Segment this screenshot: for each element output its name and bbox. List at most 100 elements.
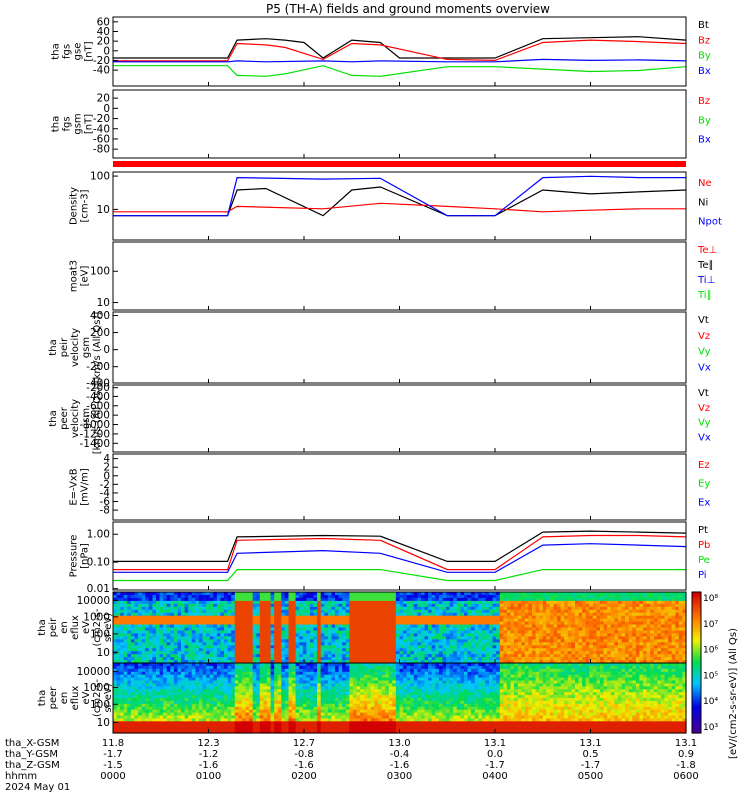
spectrogram-cell: [167, 721, 171, 725]
panel-frame: [113, 242, 686, 310]
spectrogram-cell: [199, 704, 203, 708]
spectrogram-cell: [213, 669, 217, 673]
spectrogram-cell: [152, 669, 156, 673]
y-axis-label-line: Density: [69, 187, 80, 225]
y-tick-label: 10: [97, 647, 110, 659]
spectrogram-cell: [170, 686, 174, 690]
spectrogram-cell: [213, 704, 217, 708]
series-by: [113, 66, 686, 77]
legend-ti∥: Ti∥: [697, 290, 712, 301]
legend-ne: Ne: [698, 178, 712, 189]
spectrogram-cell: [246, 704, 250, 708]
y-axis-label: moat3[eV]: [69, 260, 91, 292]
y-axis-label-line: en: [59, 621, 70, 634]
spectrogram-cell: [242, 686, 246, 690]
spectrogram-cell: [124, 669, 128, 673]
panel-stack: 6040200-20-40thafgsgse[nT]BtBzByBx200-20…: [37, 16, 722, 733]
spectrogram-cell: [113, 721, 117, 725]
spectrogram-cell: [213, 686, 217, 690]
spectrogram-cell: [185, 669, 189, 673]
legend-pb: Pb: [698, 540, 710, 551]
spectrogram-cell: [149, 721, 153, 725]
y-axis-label-line: gsm: [81, 337, 92, 358]
spectrogram-cell: [224, 686, 228, 690]
y-axis-label-line: velocity: [70, 328, 81, 367]
spectrogram-cell: [163, 686, 167, 690]
legend-pt: Pt: [698, 525, 708, 536]
y-tick-label: 1.00: [87, 529, 110, 541]
spectrogram-cell: [231, 669, 235, 673]
spectrogram-cell: [149, 704, 153, 708]
panel-peer-velocity: -200-400-600-800-1000-1200-1400thapeerve…: [48, 382, 711, 454]
spectrogram-cell: [224, 704, 228, 708]
y-axis-label-line: peir: [48, 617, 59, 637]
spectrogram-cell: [145, 721, 149, 725]
spectrogram-cell: [170, 704, 174, 708]
y-axis-label: thapeirenefluxeV(cm2-s-sr-eV): [37, 608, 114, 646]
spectrogram-cell: [210, 669, 214, 673]
spectrogram-cell: [131, 721, 135, 725]
spectrogram-cell: [135, 721, 139, 725]
spectrogram-cell: [220, 669, 224, 673]
spectrogram-cell: [206, 686, 210, 690]
spectrogram-cell: [138, 686, 142, 690]
spectrogram-cell: [117, 721, 121, 725]
spectrogram-cell: [228, 721, 232, 725]
legend-pe: Pe: [698, 555, 710, 566]
spectrogram-cell: [199, 686, 203, 690]
spectrogram-cell: [181, 721, 185, 725]
panel-frame: [113, 385, 686, 452]
spectrogram-cell: [152, 704, 156, 708]
spectrogram-cell: [163, 721, 167, 725]
legend-vt: Vt: [698, 388, 709, 399]
legend-by: By: [698, 51, 711, 62]
spectrogram-cell: [181, 686, 185, 690]
spectrogram-cell: [127, 669, 131, 673]
spectrogram-cell: [203, 686, 207, 690]
spectrogram-cell: [199, 721, 203, 725]
legend-te⊥: Te⊥: [697, 245, 717, 256]
spectrogram-cell: [149, 686, 153, 690]
spectrogram-cell: [220, 686, 224, 690]
y-axis-label-line: eV: [81, 621, 92, 634]
spectrogram-cell: [203, 669, 207, 673]
y-axis-label-line: tha: [51, 43, 62, 59]
spectrogram-cell: [156, 721, 160, 725]
spectrogram-cell: [206, 704, 210, 708]
y-axis-label-line: [km/s (All Qs)]: [92, 383, 103, 455]
spectrogram-cell: [238, 704, 242, 708]
y-axis-label-line: moat3: [69, 260, 80, 292]
y-tick-label: 10000: [77, 595, 110, 607]
panel-frame: [113, 312, 686, 383]
legend-vx: Vx: [698, 432, 711, 443]
spectrogram-cell: [192, 704, 196, 708]
spectrogram-cell: [174, 721, 178, 725]
spectrogram-cell: [163, 704, 167, 708]
spectrogram-cell: [124, 704, 128, 708]
spectrogram-cell: [220, 721, 224, 725]
spectrogram-cell: [127, 721, 131, 725]
spectrogram-cell: [238, 721, 242, 725]
y-axis-label-line: gsm: [73, 113, 84, 134]
y-tick-label: 0.01: [87, 583, 110, 595]
legend-vy: Vy: [698, 347, 711, 358]
spectrogram-cell: [124, 686, 128, 690]
legend-bz: Bz: [698, 35, 710, 46]
panel-frame: [113, 90, 686, 158]
spectrogram-cell: [156, 669, 160, 673]
panel-frame: [113, 172, 686, 240]
y-tick-label: 10: [97, 297, 110, 309]
spectrogram-cell: [238, 669, 242, 673]
spectrogram-cell: [206, 669, 210, 673]
y-tick-label: -80: [93, 144, 110, 156]
spectrogram-cell: [167, 686, 171, 690]
spectrogram-cell: [246, 686, 250, 690]
spectrogram-cell: [203, 721, 207, 725]
y-axis-label: thapeirvelocitygsm[km/s (All Qs)]: [48, 312, 103, 384]
spectrogram-cell: [228, 686, 232, 690]
spectrogram-cell: [156, 686, 160, 690]
spectrogram-cell: [135, 704, 139, 708]
